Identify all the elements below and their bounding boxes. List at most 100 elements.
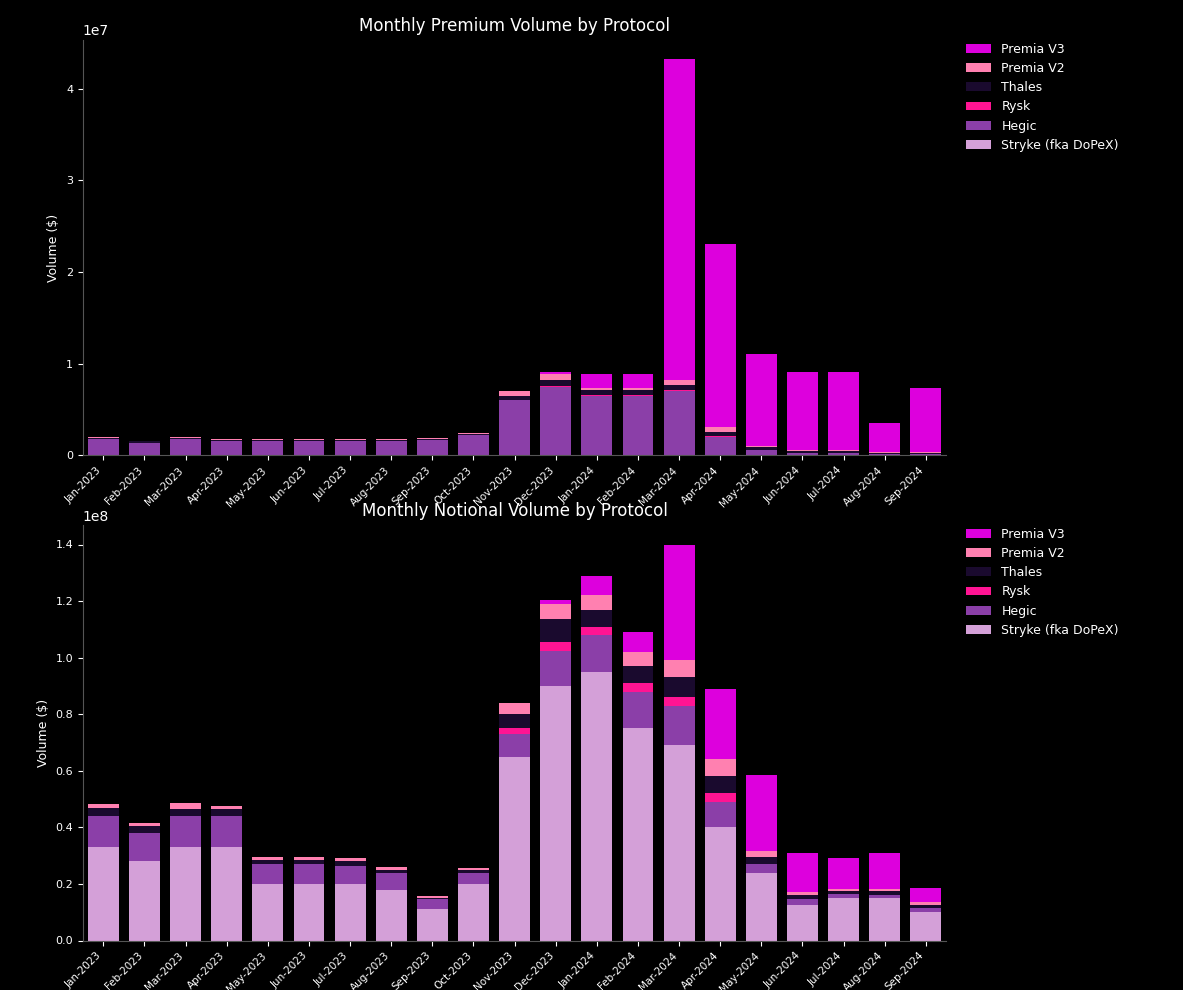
Bar	[335, 865, 366, 884]
Bar	[458, 434, 489, 436]
Bar	[541, 620, 571, 643]
Bar	[170, 438, 201, 439]
Bar	[911, 912, 942, 940]
Bar	[458, 436, 489, 455]
Bar	[129, 833, 160, 861]
Legend: Premia V3, Premia V2, Thales, Rysk, Hegic, Stryke (fka DoPeX): Premia V3, Premia V2, Thales, Rysk, Hegi…	[962, 38, 1124, 156]
Bar	[828, 891, 859, 894]
Bar	[499, 703, 530, 714]
Bar	[828, 857, 859, 889]
Bar	[911, 388, 942, 451]
Bar	[541, 380, 571, 386]
Bar	[828, 898, 859, 940]
Bar	[787, 892, 817, 895]
Y-axis label: Volume ($): Volume ($)	[37, 699, 50, 766]
Bar	[88, 816, 118, 847]
Bar	[170, 816, 201, 847]
Bar	[376, 890, 407, 940]
Bar	[622, 633, 653, 652]
Bar	[416, 439, 448, 440]
Bar	[664, 385, 694, 390]
Bar	[416, 896, 448, 898]
Bar	[664, 697, 694, 706]
Bar	[252, 860, 283, 864]
Bar	[911, 902, 942, 905]
Bar	[746, 864, 777, 872]
Bar	[664, 706, 694, 745]
Bar	[746, 775, 777, 851]
Bar	[252, 857, 283, 860]
Bar	[416, 900, 448, 910]
Bar	[705, 427, 736, 432]
Bar	[335, 861, 366, 865]
Bar	[787, 900, 817, 905]
Bar	[828, 889, 859, 891]
Bar	[828, 894, 859, 898]
Bar	[541, 686, 571, 940]
Bar	[870, 852, 900, 889]
Bar	[870, 891, 900, 895]
Bar	[170, 847, 201, 940]
Bar	[376, 440, 407, 441]
Bar	[293, 884, 324, 940]
Bar	[88, 804, 118, 808]
Bar	[622, 692, 653, 729]
Bar	[541, 374, 571, 380]
Bar	[499, 714, 530, 729]
Bar	[293, 441, 324, 455]
Bar	[911, 454, 942, 455]
Bar	[88, 439, 118, 455]
Bar	[581, 396, 613, 455]
Bar	[416, 910, 448, 940]
Bar	[622, 374, 653, 388]
Bar	[746, 446, 777, 447]
Bar	[499, 396, 530, 400]
Bar	[129, 861, 160, 940]
Bar	[705, 244, 736, 427]
Bar	[581, 610, 613, 627]
Bar	[787, 372, 817, 449]
Bar	[252, 884, 283, 940]
Bar	[458, 884, 489, 940]
Bar	[622, 652, 653, 666]
Bar	[705, 776, 736, 793]
Bar	[88, 438, 118, 439]
Y-axis label: Volume ($): Volume ($)	[47, 214, 60, 281]
Bar	[622, 396, 653, 455]
Bar	[870, 423, 900, 451]
Bar	[746, 872, 777, 940]
Bar	[705, 689, 736, 759]
Bar	[416, 898, 448, 900]
Bar	[622, 729, 653, 940]
Bar	[828, 372, 859, 449]
Bar	[541, 600, 571, 604]
Bar	[828, 452, 859, 455]
Bar	[622, 666, 653, 683]
Bar	[664, 745, 694, 940]
Bar	[416, 440, 448, 455]
Bar	[293, 864, 324, 884]
Legend: Premia V3, Premia V2, Thales, Rysk, Hegic, Stryke (fka DoPeX): Premia V3, Premia V2, Thales, Rysk, Hegi…	[962, 523, 1124, 642]
Bar	[828, 451, 859, 452]
Bar	[622, 390, 653, 395]
Bar	[88, 847, 118, 940]
Bar	[705, 437, 736, 455]
Bar	[870, 452, 900, 454]
Bar	[458, 868, 489, 870]
Bar	[541, 387, 571, 455]
Bar	[541, 650, 571, 686]
Bar	[252, 440, 283, 441]
Bar	[911, 908, 942, 912]
Bar	[787, 852, 817, 892]
Bar	[746, 857, 777, 864]
Bar	[870, 895, 900, 898]
Bar	[787, 451, 817, 452]
Bar	[746, 354, 777, 446]
Bar	[541, 371, 571, 374]
Title: Monthly Premium Volume by Protocol: Monthly Premium Volume by Protocol	[360, 17, 670, 36]
Bar	[376, 441, 407, 455]
Bar	[787, 449, 817, 451]
Bar	[870, 889, 900, 891]
Bar	[129, 443, 160, 455]
Bar	[664, 544, 694, 660]
